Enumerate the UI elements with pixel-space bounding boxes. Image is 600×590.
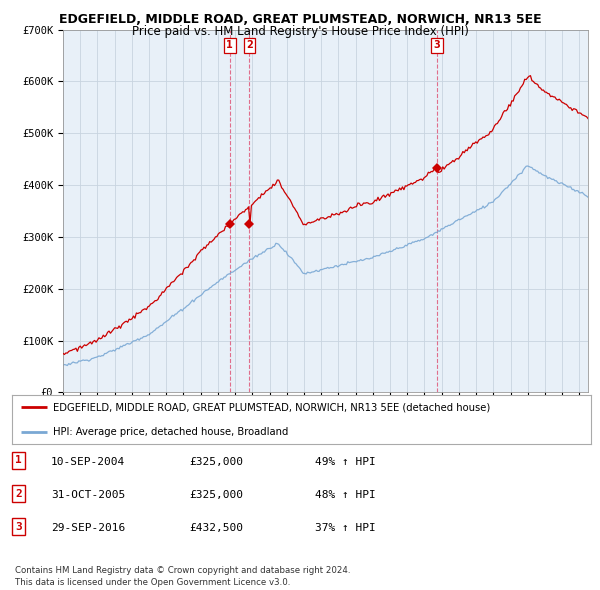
Text: 1: 1 bbox=[15, 455, 22, 466]
Text: 37% ↑ HPI: 37% ↑ HPI bbox=[315, 523, 376, 533]
Text: 3: 3 bbox=[15, 522, 22, 532]
Text: HPI: Average price, detached house, Broadland: HPI: Average price, detached house, Broa… bbox=[53, 427, 288, 437]
Text: 48% ↑ HPI: 48% ↑ HPI bbox=[315, 490, 376, 500]
Text: 49% ↑ HPI: 49% ↑ HPI bbox=[315, 457, 376, 467]
Text: 29-SEP-2016: 29-SEP-2016 bbox=[51, 523, 125, 533]
Text: Price paid vs. HM Land Registry's House Price Index (HPI): Price paid vs. HM Land Registry's House … bbox=[131, 25, 469, 38]
Text: This data is licensed under the Open Government Licence v3.0.: This data is licensed under the Open Gov… bbox=[15, 578, 290, 587]
Text: 2: 2 bbox=[246, 40, 253, 50]
Text: 3: 3 bbox=[434, 40, 440, 50]
Text: £325,000: £325,000 bbox=[189, 490, 243, 500]
Text: 31-OCT-2005: 31-OCT-2005 bbox=[51, 490, 125, 500]
Text: EDGEFIELD, MIDDLE ROAD, GREAT PLUMSTEAD, NORWICH, NR13 5EE: EDGEFIELD, MIDDLE ROAD, GREAT PLUMSTEAD,… bbox=[59, 13, 541, 26]
Text: £325,000: £325,000 bbox=[189, 457, 243, 467]
Text: EDGEFIELD, MIDDLE ROAD, GREAT PLUMSTEAD, NORWICH, NR13 5EE (detached house): EDGEFIELD, MIDDLE ROAD, GREAT PLUMSTEAD,… bbox=[53, 402, 490, 412]
Text: 2: 2 bbox=[15, 489, 22, 499]
Text: Contains HM Land Registry data © Crown copyright and database right 2024.: Contains HM Land Registry data © Crown c… bbox=[15, 566, 350, 575]
Text: 1: 1 bbox=[226, 40, 233, 50]
Text: 10-SEP-2004: 10-SEP-2004 bbox=[51, 457, 125, 467]
Text: £432,500: £432,500 bbox=[189, 523, 243, 533]
